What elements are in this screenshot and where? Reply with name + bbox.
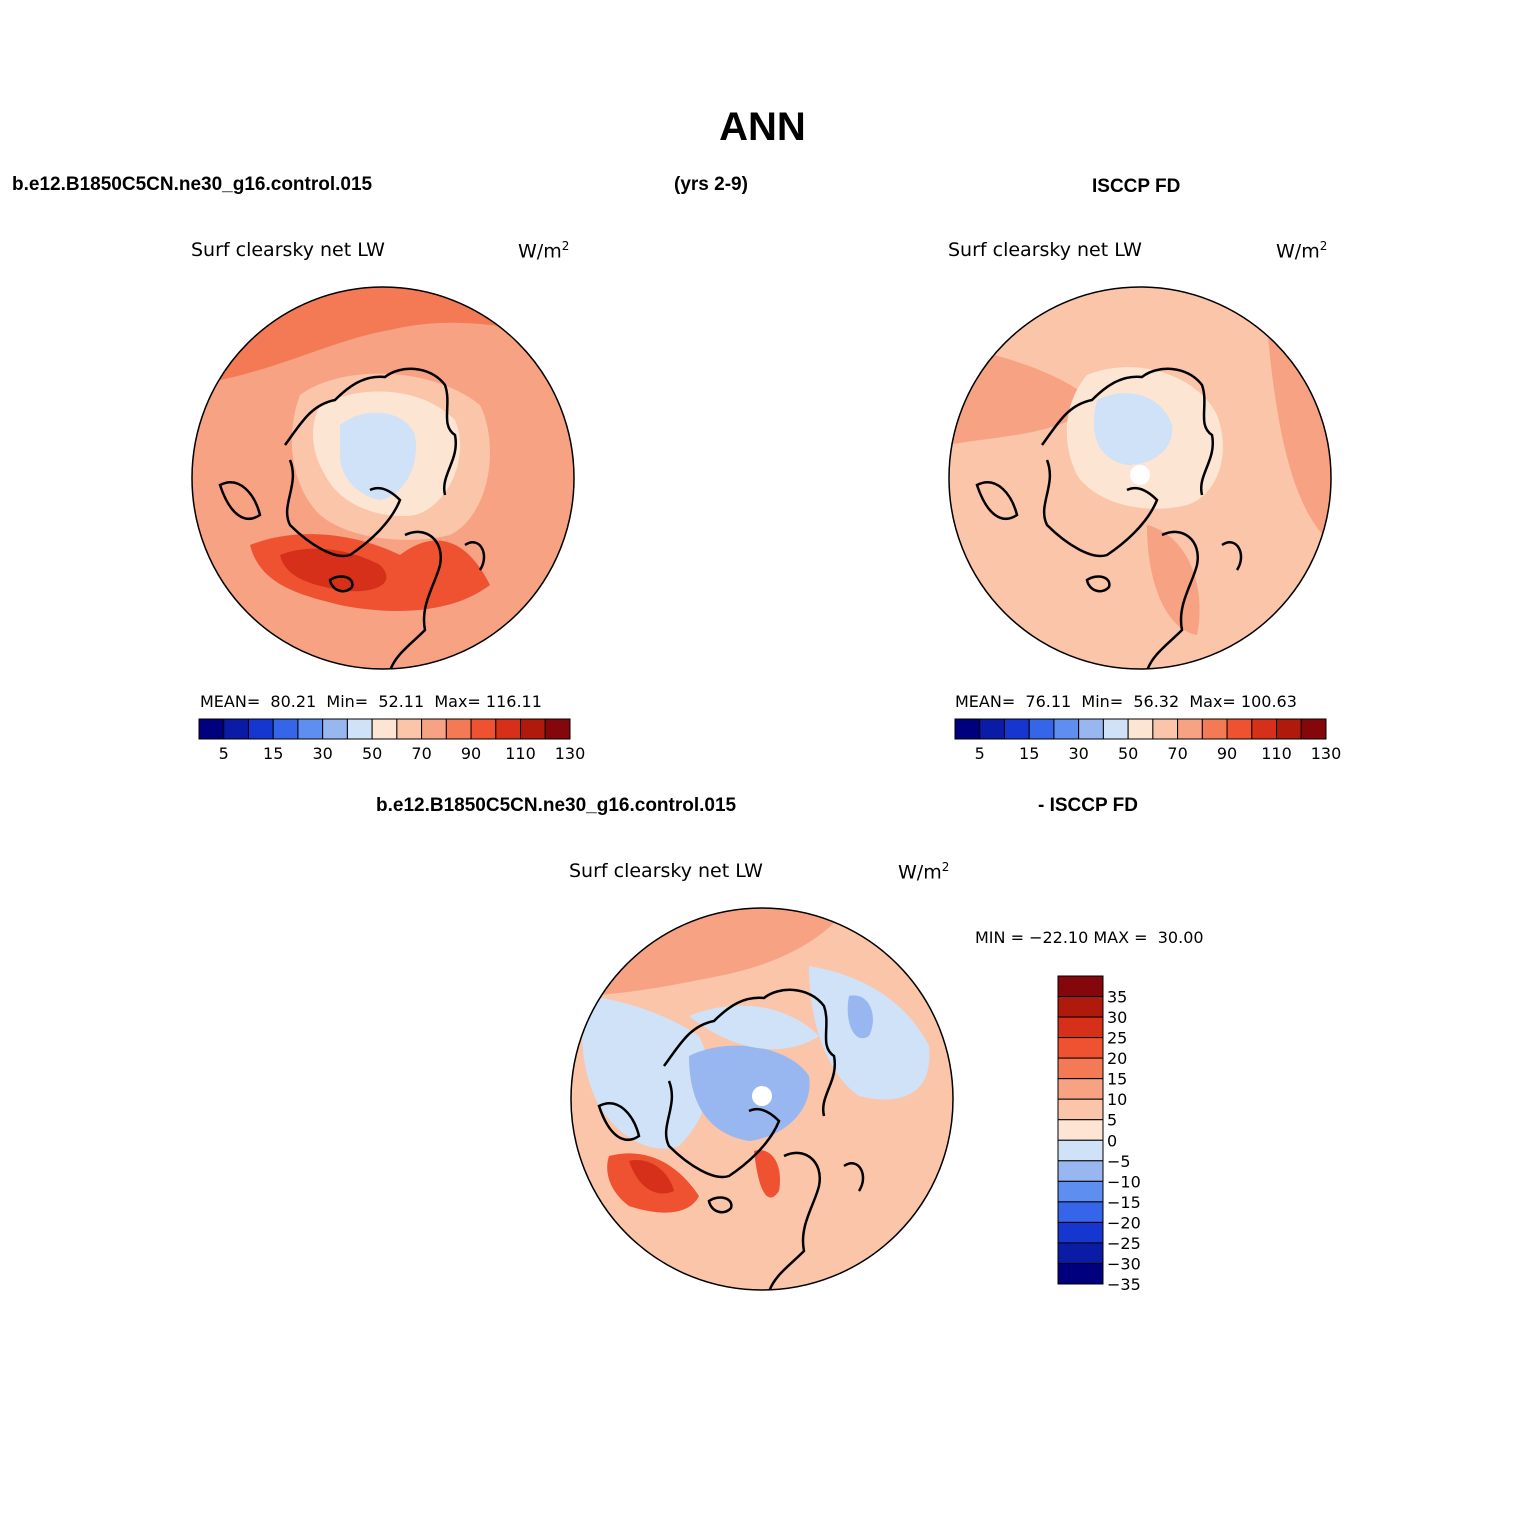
colorbar-box xyxy=(1102,718,1129,740)
obs-name-header: ISCCP FD xyxy=(1092,176,1181,197)
colorbar-box xyxy=(1300,718,1327,740)
diff-units-label: W/m2 xyxy=(898,860,950,884)
colorbar-box xyxy=(1057,1262,1104,1285)
colorbar-box xyxy=(954,718,981,740)
model-units-label: W/m2 xyxy=(518,239,570,263)
colorbar-tick-label: 20 xyxy=(1107,1049,1127,1068)
colorbar-tick-label: −5 xyxy=(1107,1152,1131,1171)
colorbar-box xyxy=(247,718,274,740)
colorbar-tick-label: 70 xyxy=(411,744,431,763)
colorbar-tick-label: 50 xyxy=(362,744,382,763)
colorbar-box xyxy=(1127,718,1154,740)
colorbar-tick-label: 5 xyxy=(1107,1111,1117,1130)
colorbar-box xyxy=(1057,1242,1104,1264)
colorbar-box xyxy=(1057,1037,1104,1059)
colorbar-box xyxy=(1003,718,1030,740)
colorbar-box xyxy=(1028,718,1055,740)
colorbar-tick-label: −20 xyxy=(1107,1213,1141,1232)
colorbar-box xyxy=(272,718,299,740)
colorbar-box xyxy=(1177,718,1203,740)
obs-polar-map xyxy=(948,286,1332,670)
colorbar-tick-label: −35 xyxy=(1107,1275,1141,1294)
colorbar-box xyxy=(470,718,497,740)
colorbar-tick-label: 30 xyxy=(312,744,332,763)
obs-colorbar: 5 15 30 50 70 90 110 130 xyxy=(954,718,1341,763)
colorbar-box xyxy=(1053,718,1080,740)
colorbar-box xyxy=(371,718,398,740)
diff-polar-map xyxy=(570,907,954,1291)
colorbar-box xyxy=(322,718,348,740)
colorbar-box xyxy=(1276,718,1302,740)
colorbar-tick-label: 90 xyxy=(1217,744,1237,763)
colorbar-tick-label: 90 xyxy=(461,744,481,763)
colorbar-box xyxy=(1057,1098,1104,1121)
colorbar-tick-label: 130 xyxy=(1311,744,1342,763)
colorbar-box xyxy=(297,718,324,740)
colorbar-box xyxy=(979,718,1005,740)
model-variable-label: Surf clearsky net LW xyxy=(191,239,385,261)
colorbar-box xyxy=(223,718,249,740)
colorbar-box xyxy=(1057,1160,1104,1182)
colorbar-tick-label: 30 xyxy=(1107,1008,1127,1027)
colorbar-box xyxy=(544,718,571,740)
colorbar-tick-label: −30 xyxy=(1107,1254,1141,1273)
model-polar-map xyxy=(191,286,575,670)
colorbar-box xyxy=(520,718,546,740)
main-title: ANN xyxy=(719,105,806,149)
colorbar-box xyxy=(346,718,373,740)
diff-case-name-header: b.e12.B1850C5CN.ne30_g16.control.015 xyxy=(376,795,737,816)
colorbar-box xyxy=(1057,996,1104,1018)
colorbar-box xyxy=(445,718,472,740)
colorbar-tick-label: 50 xyxy=(1118,744,1138,763)
colorbar-tick-label: 5 xyxy=(219,744,229,763)
colorbar-tick-label: 70 xyxy=(1167,744,1187,763)
colorbar-box xyxy=(1057,1057,1104,1080)
colorbar-box xyxy=(1251,718,1278,740)
years-header: (yrs 2-9) xyxy=(674,174,748,195)
colorbar-box xyxy=(421,718,447,740)
colorbar-tick-label: 15 xyxy=(1107,1070,1127,1089)
colorbar-tick-label: 15 xyxy=(1019,744,1039,763)
colorbar-box xyxy=(1152,718,1179,740)
diff-stats: MIN = −22.10 MAX = 30.00 xyxy=(975,928,1204,947)
obs-variable-label: Surf clearsky net LW xyxy=(948,239,1142,261)
colorbar-box xyxy=(1226,718,1253,740)
obs-stats: MEAN= 76.11 Min= 56.32 Max= 100.63 xyxy=(955,692,1297,711)
colorbar-box xyxy=(1057,1078,1104,1100)
colorbar-tick-label: 25 xyxy=(1107,1029,1127,1048)
colorbar-box xyxy=(1057,1119,1104,1141)
colorbar-box xyxy=(1057,1180,1104,1203)
colorbar-tick-label: −10 xyxy=(1107,1172,1141,1191)
colorbar-tick-label: −25 xyxy=(1107,1234,1141,1253)
obs-units-label: W/m2 xyxy=(1276,239,1328,263)
colorbar-tick-label: 130 xyxy=(555,744,586,763)
colorbar-box xyxy=(1057,1016,1104,1039)
colorbar-tick-label: −15 xyxy=(1107,1193,1141,1212)
colorbar-tick-label: 10 xyxy=(1107,1090,1127,1109)
colorbar-box xyxy=(1057,1221,1104,1244)
colorbar-box xyxy=(1057,1201,1104,1223)
colorbar-tick-label: 35 xyxy=(1107,988,1127,1007)
colorbar-box xyxy=(396,718,423,740)
colorbar-tick-label: 15 xyxy=(263,744,283,763)
model-stats: MEAN= 80.21 Min= 52.11 Max= 116.11 xyxy=(200,692,542,711)
case-name-header: b.e12.B1850C5CN.ne30_g16.control.015 xyxy=(12,174,373,195)
colorbar-tick-label: 110 xyxy=(505,744,536,763)
model-colorbar: 5 15 30 50 70 90 110 130 xyxy=(198,718,585,763)
colorbar-box xyxy=(1057,975,1104,998)
colorbar-box xyxy=(1057,1139,1104,1162)
colorbar-tick-label: 30 xyxy=(1068,744,1088,763)
diff-variable-label: Surf clearsky net LW xyxy=(569,860,763,882)
colorbar-box xyxy=(1201,718,1228,740)
diff-obs-name-header: - ISCCP FD xyxy=(1038,795,1138,816)
colorbar-tick-label: 0 xyxy=(1107,1131,1117,1150)
colorbar-tick-label: 110 xyxy=(1261,744,1292,763)
colorbar-box xyxy=(1078,718,1104,740)
colorbar-box xyxy=(495,718,522,740)
colorbar-box xyxy=(198,718,225,740)
colorbar-tick-label: 5 xyxy=(975,744,985,763)
